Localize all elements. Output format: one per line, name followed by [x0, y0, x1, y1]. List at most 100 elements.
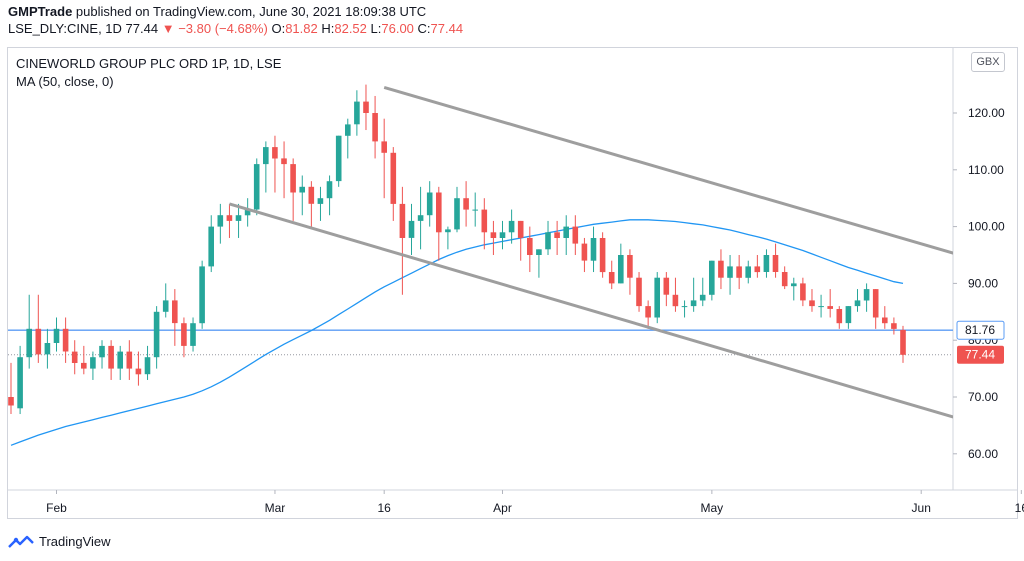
x-tick-label: May — [701, 501, 724, 515]
x-tick-label: Jun — [912, 501, 931, 515]
candle-body — [162, 300, 169, 312]
candle-body — [308, 186, 315, 204]
candle-body — [408, 220, 415, 238]
y-tick-label: 110.00 — [968, 163, 1004, 177]
candle-body — [827, 306, 833, 309]
candle-body — [627, 255, 633, 278]
candle-body — [299, 186, 305, 193]
candle-body — [681, 306, 688, 308]
candle-body — [527, 238, 533, 255]
published-text: published on TradingView.com, June 30, 2… — [75, 4, 427, 19]
x-tick-label: 16 — [378, 501, 392, 515]
candle-body — [372, 113, 378, 142]
candle-body — [126, 351, 133, 369]
candle-body — [791, 283, 797, 287]
candle-body — [463, 198, 469, 210]
candle-body — [891, 323, 897, 329]
publish-info: GMPTrade published on TradingView.com, J… — [8, 4, 426, 19]
close-label: C: — [417, 21, 431, 36]
x-tick-label: Apr — [493, 501, 512, 515]
tradingview-footer[interactable]: TradingView — [8, 534, 111, 549]
channel-trendline — [383, 85, 953, 255]
candle-body — [81, 362, 87, 369]
candle-body — [8, 397, 14, 406]
level-price-badge — [956, 320, 1005, 340]
candle-body — [536, 249, 542, 255]
candle-body — [381, 141, 387, 153]
candle-body — [335, 135, 342, 182]
candle-body — [445, 229, 451, 233]
publisher-name: GMPTrade — [8, 4, 73, 19]
candle-body — [244, 209, 251, 216]
candle-body — [836, 309, 843, 324]
candle-body — [563, 226, 569, 238]
candle-body — [153, 311, 160, 358]
candle-body — [354, 101, 360, 125]
chart-frame — [7, 47, 1018, 519]
candle-body — [26, 328, 32, 358]
candle-body — [144, 357, 151, 375]
candle-body — [663, 277, 670, 295]
candle-body — [90, 357, 96, 369]
candle-body — [900, 329, 906, 355]
candle-body — [99, 345, 105, 358]
candle-body — [44, 343, 51, 355]
candle-body — [172, 300, 178, 324]
candle-body — [736, 266, 742, 278]
candle-body — [281, 158, 287, 165]
last-price-badge — [957, 345, 1004, 364]
candle-body — [845, 306, 852, 324]
candle-body — [481, 209, 488, 233]
candle-body — [809, 300, 815, 307]
last-price: 77.44 — [125, 21, 159, 36]
close-value: 77.44 — [430, 21, 464, 36]
candle-body — [53, 328, 60, 343]
candle-body — [772, 255, 779, 272]
y-tick-label: 90.00 — [968, 276, 998, 290]
candle-body — [181, 323, 187, 346]
x-tick-label: Mar — [265, 501, 286, 515]
candle-body — [590, 238, 597, 261]
candle-body — [454, 198, 460, 230]
candle-body — [499, 232, 506, 238]
open-label: O: — [271, 21, 286, 36]
x-tick-label: Feb — [46, 501, 67, 515]
candle-body — [554, 232, 560, 238]
candle-body — [317, 198, 324, 204]
open-value: 81.82 — [285, 21, 318, 36]
candle-body — [709, 260, 715, 295]
candle-body — [226, 215, 233, 221]
candle-body — [763, 255, 770, 272]
ma-line — [10, 219, 904, 446]
candle-body — [272, 147, 278, 159]
candle-body — [863, 289, 870, 301]
candle-body — [117, 351, 123, 369]
y-tick-label: 70.00 — [968, 390, 998, 404]
candle-body — [781, 272, 788, 287]
tradingview-logo-icon — [8, 535, 34, 548]
candle-body — [217, 215, 224, 227]
candle-body — [17, 357, 23, 409]
currency-button[interactable]: GBX — [971, 52, 1005, 72]
candle-body — [508, 220, 515, 233]
candle-body — [135, 368, 142, 375]
candle-body — [208, 226, 214, 267]
candle-body — [35, 328, 42, 355]
candle-body — [517, 220, 524, 238]
channel-trendline — [229, 202, 953, 419]
tradingview-brand: TradingView — [39, 534, 111, 549]
high-value: 82.52 — [334, 21, 367, 36]
candle-body — [690, 300, 697, 307]
candle-body — [253, 164, 260, 210]
last-price-label: 77.44 — [965, 348, 995, 362]
candle-body — [718, 260, 724, 278]
high-label: H: — [321, 21, 335, 36]
candle-body — [290, 164, 296, 193]
candle-body — [62, 328, 69, 352]
candle-body — [263, 147, 269, 165]
candle-body — [581, 243, 588, 261]
candle-body — [754, 266, 761, 273]
candle-body — [672, 294, 679, 307]
candle-body — [71, 351, 78, 363]
